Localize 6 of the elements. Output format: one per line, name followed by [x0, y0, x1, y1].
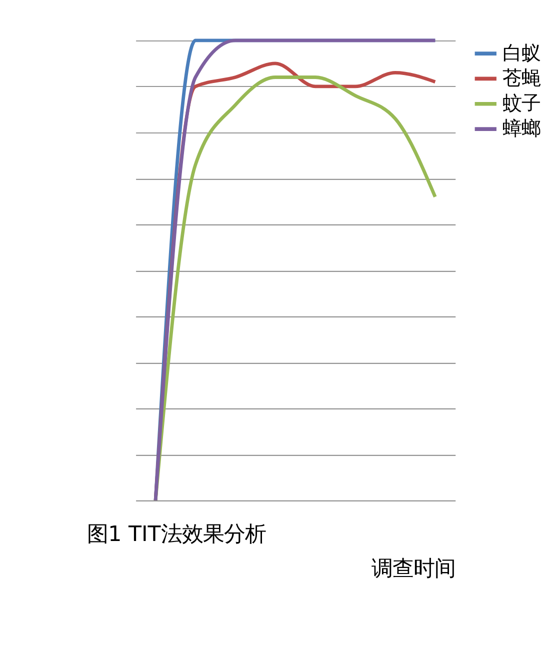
x-axis-title: 调查时间 — [372, 556, 456, 582]
caption: 图1 TIT法效果分析 — [87, 522, 266, 548]
legend-label: 蟑螂 — [502, 116, 541, 140]
legend-label: 蚊子 — [502, 92, 541, 115]
legend-label: 苍蝇 — [502, 66, 541, 90]
legend-label: 白蚁 — [502, 41, 541, 64]
